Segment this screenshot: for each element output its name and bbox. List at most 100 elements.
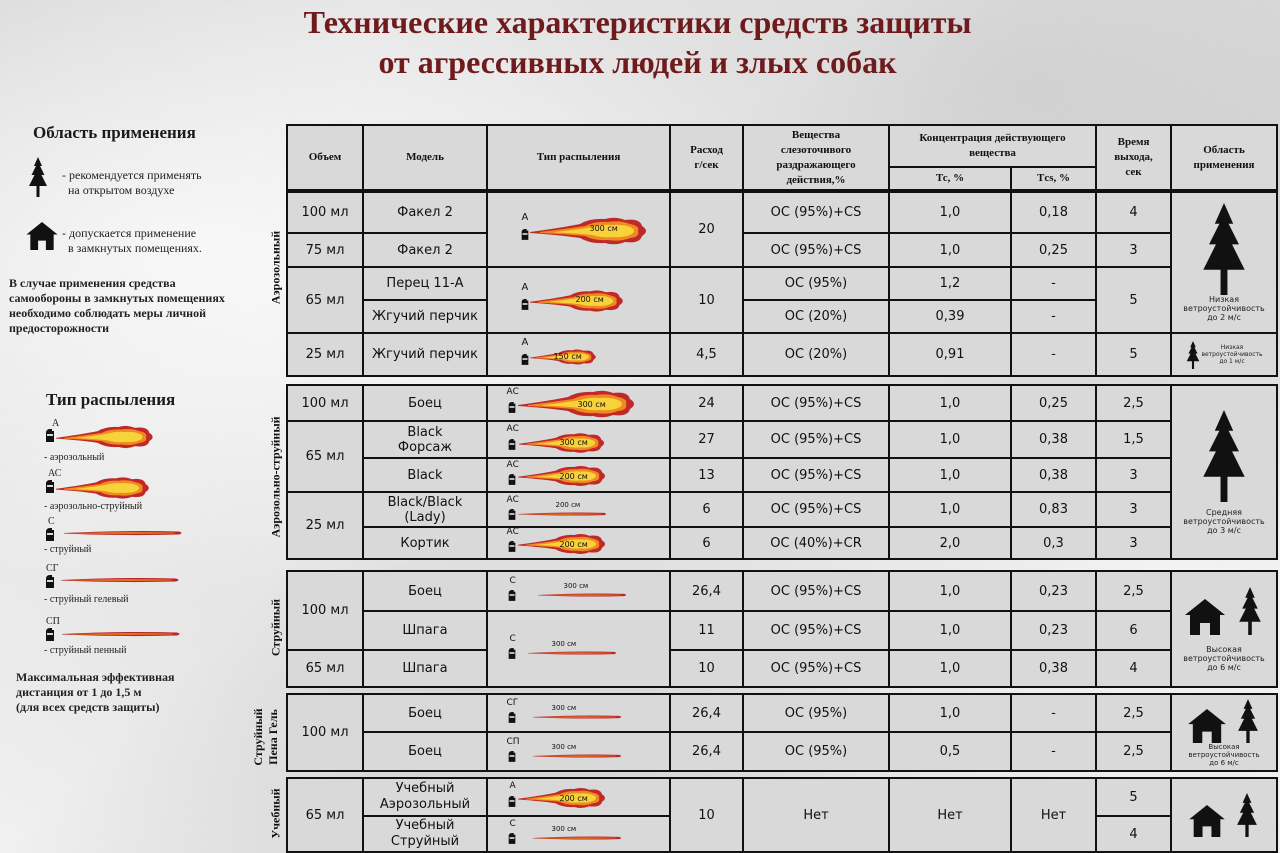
house-icon bbox=[1188, 708, 1226, 743]
gel-stream-icon bbox=[61, 578, 179, 583]
legend-spray-label-ac: - аэрозольно-струйный bbox=[44, 501, 143, 512]
model-cell: Боец bbox=[364, 572, 486, 610]
group-aerosol: 100 мл 75 мл 65 мл 25 мл Факел 2 Факел 2… bbox=[286, 191, 1278, 377]
jet-stream-icon bbox=[537, 593, 626, 597]
jet-stream-icon bbox=[64, 531, 182, 536]
volume-cell: 65 мл bbox=[288, 779, 362, 851]
spray-can-icon bbox=[520, 228, 530, 240]
model-cell: Факел 2 bbox=[364, 234, 486, 266]
substance-cell: ОС (95%)+CS bbox=[744, 234, 888, 266]
tc-cell: 0,91 bbox=[890, 334, 1010, 375]
group-training: 65 мл Учебный Аэрозольный Учебный Струйный… bbox=[286, 777, 1278, 853]
spray-cell: АС 200 см bbox=[488, 493, 669, 526]
gel-stream-icon bbox=[532, 715, 621, 719]
legend-tree-text: - рекомендуется применять на открытом воз… bbox=[62, 168, 202, 197]
rate-cell: 6 bbox=[671, 528, 742, 558]
rate-cell: 27 bbox=[671, 422, 742, 457]
jet-stream-icon bbox=[527, 651, 616, 655]
area-cell: Низкая ветроустойчивость до 1 м/с bbox=[1172, 334, 1276, 375]
spray-cell: А 200 см bbox=[488, 779, 669, 815]
rate-cell: 4,5 bbox=[671, 334, 742, 375]
spray-distance: 300 см bbox=[551, 640, 577, 648]
tcs-cell: - bbox=[1012, 695, 1095, 731]
tc-cell: 2,0 bbox=[890, 528, 1010, 558]
wind-resistance: Высокая ветроустойчивость до 6 м/с bbox=[1188, 742, 1260, 767]
model-cell: Учебный Струйный bbox=[364, 817, 486, 851]
spray-cell: СГ 300 см bbox=[488, 695, 669, 731]
tcs-cell: 0,25 bbox=[1012, 234, 1095, 266]
time-cell: 3 bbox=[1097, 493, 1170, 526]
model-cell: Перец 11-А bbox=[364, 268, 486, 299]
spray-can-icon bbox=[507, 711, 517, 723]
volume-cell: 65 мл bbox=[288, 651, 362, 686]
model-cell: Шпага bbox=[364, 612, 486, 649]
spray-cell: АС 300 см bbox=[488, 386, 669, 420]
substance-cell: ОС (95%) bbox=[744, 733, 888, 770]
substance-cell: ОС (20%) bbox=[744, 301, 888, 332]
jet-stream-icon bbox=[517, 512, 606, 516]
spray-distance: 300 см bbox=[551, 825, 577, 833]
model-cell: Black/Black (Lady) bbox=[364, 493, 486, 526]
time-cell: 1,5 bbox=[1097, 422, 1170, 457]
spray-can-icon bbox=[507, 795, 517, 807]
time-cell: 3 bbox=[1097, 459, 1170, 491]
tc-cell: 1,2 bbox=[890, 268, 1010, 299]
model-cell: Боец bbox=[364, 386, 486, 420]
tc-cell: 1,0 bbox=[890, 459, 1010, 491]
time-cell: 6 bbox=[1097, 612, 1170, 649]
legend-spray-code-a: А bbox=[52, 418, 60, 429]
group-label-gel-foam: Струйный Пена Гель bbox=[251, 708, 280, 766]
time-cell: 5 bbox=[1097, 334, 1170, 375]
tree-icon bbox=[1237, 793, 1257, 837]
spray-can-icon bbox=[507, 589, 517, 601]
substance-cell: ОС (95%)+CS bbox=[744, 572, 888, 610]
spray-distance: 150 см bbox=[553, 351, 582, 361]
volume-cell: 100 мл bbox=[288, 386, 362, 420]
legend-spray-label-cg: - струйный гелевый bbox=[44, 594, 129, 605]
spray-distance: 300 см bbox=[559, 437, 588, 447]
spray-cell: СП 300 см bbox=[488, 733, 669, 770]
spray-cell: А 200 см bbox=[488, 268, 669, 332]
volume-cell: 65 мл bbox=[288, 422, 362, 491]
wind-resistance: Низкая ветроустойчивость до 1 м/с bbox=[1201, 344, 1263, 365]
spray-distance: 300 см bbox=[551, 742, 577, 751]
substance-cell: ОС (95%) bbox=[744, 268, 888, 299]
model-cell: Факел 2 bbox=[364, 193, 486, 232]
legend-spray-code-c: С bbox=[48, 516, 55, 527]
header-model: Модель bbox=[364, 126, 486, 189]
spray-distance: 200 см bbox=[575, 295, 604, 304]
time-cell: 4 bbox=[1097, 651, 1170, 686]
spray-can-icon bbox=[507, 401, 517, 413]
model-cell: Учебный Аэрозольный bbox=[364, 779, 486, 815]
time-cell: 2,5 bbox=[1097, 572, 1170, 610]
tc-cell: 1,0 bbox=[890, 651, 1010, 686]
title-line-2: от агрессивных людей и злых собак bbox=[378, 44, 897, 80]
legend-distance-note: Максимальная эффективная дистанция от 1 … bbox=[16, 670, 175, 714]
spray-cell: А 300 см bbox=[488, 193, 669, 266]
tc-cell: 1,0 bbox=[890, 234, 1010, 266]
volume-cell: 25 мл bbox=[288, 334, 362, 375]
substance-cell: ОС (95%)+CS bbox=[744, 459, 888, 491]
spray-distance: 300 см bbox=[551, 704, 577, 712]
substance-cell: ОС (95%) bbox=[744, 695, 888, 731]
tcs-cell: 0,38 bbox=[1012, 422, 1095, 457]
spray-can-icon bbox=[507, 750, 517, 762]
spray-cell: С 300 см bbox=[488, 572, 669, 610]
rate-cell: 20 bbox=[671, 193, 742, 266]
group-label-training: Учебный bbox=[268, 788, 283, 839]
spray-cell: С 300 см bbox=[488, 612, 669, 686]
wind-resistance: Низкая ветроустойчивость до 2 м/с bbox=[1183, 295, 1265, 322]
header-tc: Тс, % bbox=[890, 168, 1010, 189]
spray-can-icon bbox=[520, 353, 530, 365]
house-icon bbox=[26, 222, 58, 250]
spray-can-icon bbox=[507, 438, 517, 450]
time-cell: 2,5 bbox=[1097, 733, 1170, 770]
spray-can-icon bbox=[507, 508, 517, 520]
group-label-jet: Струйный bbox=[268, 598, 283, 657]
time-cell: 3 bbox=[1097, 528, 1170, 558]
substance-cell: ОС (95%)+CS bbox=[744, 612, 888, 649]
legend-house-text: - допускается применение в замкнутых поме… bbox=[62, 226, 202, 255]
spray-code: АС bbox=[506, 387, 519, 397]
volume-cell: 100 мл bbox=[288, 193, 362, 232]
page-title: Технические характеристики средств защит… bbox=[180, 2, 1095, 82]
